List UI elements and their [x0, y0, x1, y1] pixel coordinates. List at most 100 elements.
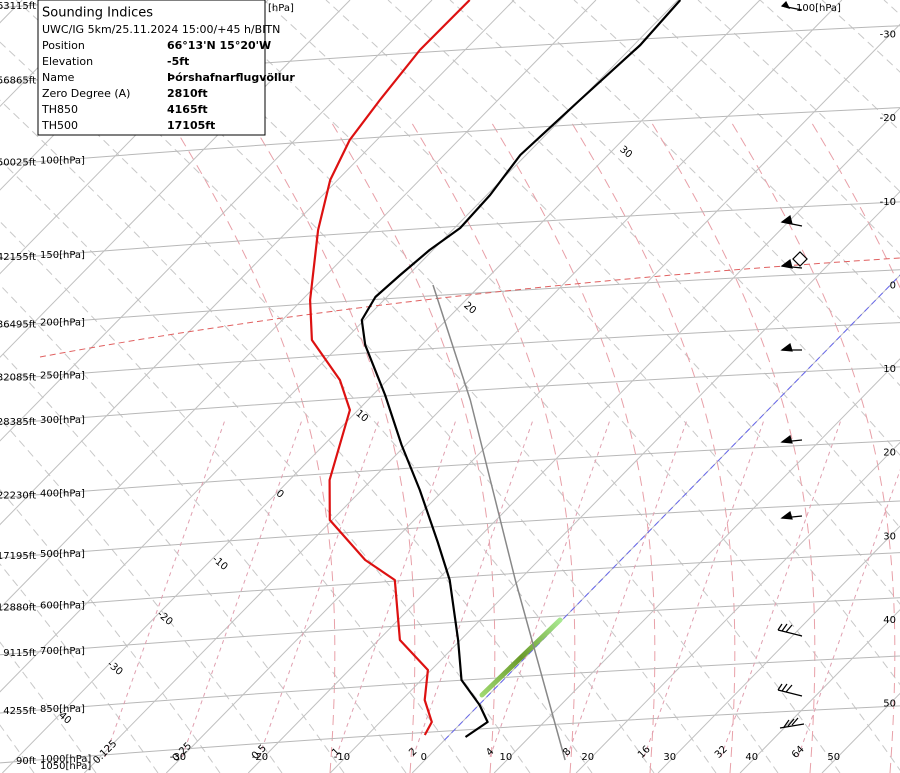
isotherm-extra: [0, 0, 515, 526]
isobar: [0, 366, 900, 425]
dry-adiabat: [0, 489, 221, 773]
dry-adiabat: [201, 0, 900, 772]
mixing-ratio-line: [720, 419, 842, 758]
info-value: 17105ft: [167, 119, 215, 132]
dry-adiabat: [263, 0, 900, 686]
isotherm-label: 20: [883, 448, 896, 459]
mixing-ratio-label: 32: [713, 744, 730, 761]
x-tick-label: 10: [499, 752, 512, 763]
mixing-ratio-label: 4: [484, 746, 496, 758]
isotherm: [411, 274, 900, 773]
isotherm-label: 30: [883, 531, 896, 542]
isotherm: [165, 23, 900, 773]
info-label: Position: [42, 39, 85, 52]
isobar: [0, 107, 900, 166]
isotherm-extra: [0, 0, 433, 442]
adiabat-label: 10: [353, 408, 370, 425]
y-tick-label: 50025ft: [0, 158, 36, 169]
wind-barb: [780, 214, 803, 227]
isotherm: [329, 190, 900, 773]
x-tick-label: 30: [663, 752, 676, 763]
moist-adiabat: [329, 119, 496, 773]
dry-adiabat: [449, 0, 900, 456]
wind-barb: [780, 510, 803, 520]
isobar: [0, 201, 900, 260]
zero-isotherm: [444, 274, 900, 741]
isotherm-label: 40: [883, 615, 896, 626]
y-tick-label: 56865ft: [0, 76, 36, 87]
pressure-label: 300[hPa]: [40, 415, 85, 426]
isotherm: [247, 107, 900, 773]
pressure-label: 100[hPa]: [40, 156, 85, 167]
info-value: 2810ft: [167, 87, 208, 100]
tropopause-line: [39, 257, 900, 358]
pressure-label: 700[hPa]: [40, 646, 85, 657]
x-tick-label: -30: [170, 752, 186, 763]
dry-adiabat: [0, 159, 531, 773]
dry-adiabat: [0, 284, 407, 773]
isobar: [0, 552, 900, 611]
profile-line: [309, 0, 471, 736]
isotherm: [739, 609, 900, 773]
mixing-ratio-line: [489, 419, 611, 758]
dry-adiabat: [0, 349, 345, 773]
mixing-ratio-line: [412, 419, 534, 758]
y-tick-label: 12880ft: [0, 603, 36, 614]
x-tick-label: -20: [252, 752, 268, 763]
x-tick-label: 40: [745, 752, 758, 763]
dry-adiabat: [511, 0, 900, 387]
y-tick-label: 36495ft: [0, 320, 36, 331]
y-tick-label: 90ft: [16, 756, 36, 767]
wind-barbs: [777, 0, 808, 729]
dry-adiabat: [387, 0, 900, 529]
pressure-label: 150[hPa]: [40, 250, 85, 261]
info-label: TH850: [41, 103, 78, 116]
dry-adiabat: [0, 418, 283, 773]
info-value: Þórshafnarflugvöllur: [167, 71, 295, 84]
x-tick-label: 0: [421, 752, 427, 763]
isotherm-label: -30: [880, 30, 896, 41]
isotherm-extra: [0, 0, 679, 693]
isobar: [0, 705, 900, 764]
moist-adiabat: [249, 119, 416, 773]
isotherm: [493, 358, 900, 773]
wind-barb: [780, 434, 803, 444]
profiles: [309, 0, 682, 761]
mixing-ratio-label: 2: [407, 746, 419, 758]
isotherm-label: 10: [883, 364, 896, 375]
isotherm-extra: [0, 0, 597, 609]
top-pressure-label: 100[hPa]: [796, 3, 841, 14]
mixing-ratio-label: 0.125: [91, 738, 119, 766]
adiabat-label: 30: [617, 144, 634, 161]
info-subtitle: UWC/IG 5km/25.11.2024 15:00/+45 h/BITN: [42, 23, 280, 36]
wind-barb: [777, 683, 803, 697]
isobar: [0, 440, 900, 499]
top-pressure-label: [hPa]: [268, 3, 294, 14]
moist-adiabat: [169, 119, 336, 773]
mixing-ratio-line: [181, 419, 303, 758]
info-label: Elevation: [42, 55, 93, 68]
dry-adiabat: [759, 0, 900, 132]
isotherm: [657, 525, 900, 773]
moist-adiabat: [489, 119, 656, 773]
pressure-label: 1000[hPa]: [40, 754, 91, 765]
moist-adiabat: [809, 119, 900, 289]
isobar: [0, 655, 900, 714]
wind-barb: [780, 0, 803, 11]
wind-barb: [777, 623, 803, 637]
pressure-label: 500[hPa]: [40, 549, 85, 560]
moist-adiabat: [649, 119, 816, 773]
mixing-ratio-label: 64: [790, 744, 807, 761]
dry-adiabat: [0, 563, 159, 773]
moist-adiabat: [729, 119, 896, 773]
info-label: TH500: [41, 119, 78, 132]
isobar: [0, 322, 900, 381]
adiabat-label: 0: [274, 488, 286, 501]
isotherm-label: 50: [883, 699, 896, 710]
dry-adiabat: [0, 220, 469, 773]
moist-adiabat: [569, 119, 736, 773]
y-tick-label: 63115ft: [0, 1, 36, 12]
x-tick-label: 50: [827, 752, 840, 763]
y-tick-label: 32085ft: [0, 373, 36, 384]
